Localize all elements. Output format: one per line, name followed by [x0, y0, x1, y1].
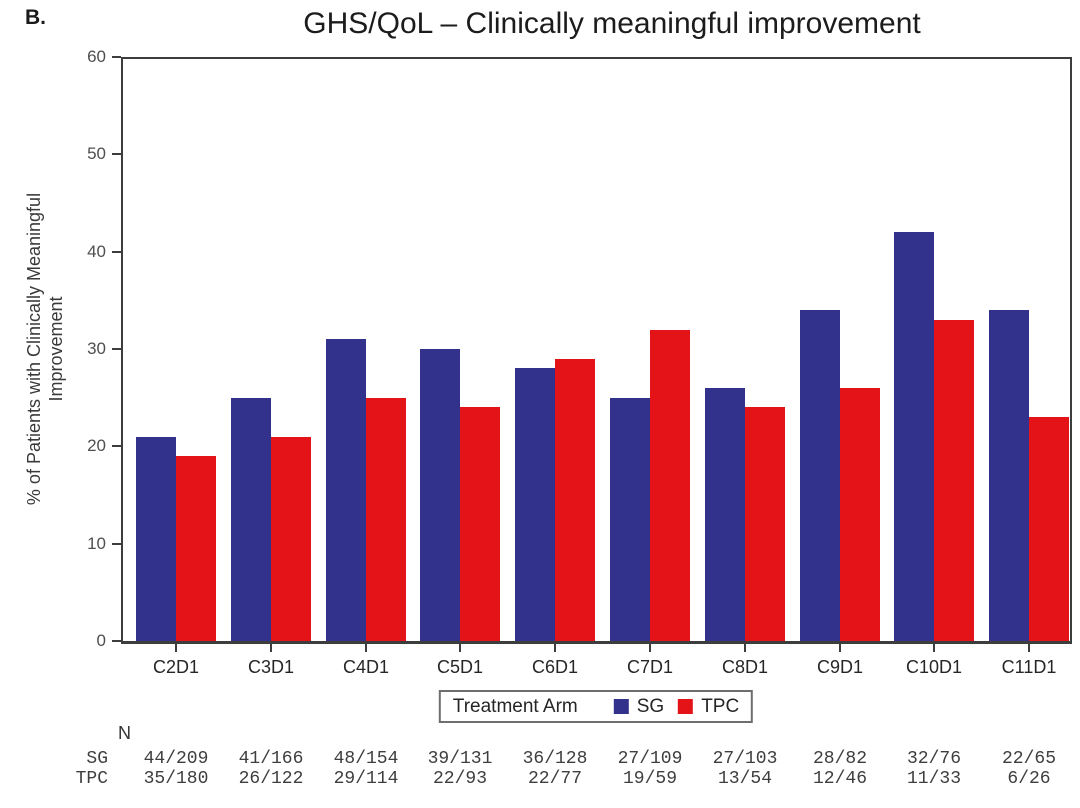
bar-sg-c2d1 [136, 437, 176, 641]
n-table-cell-sg-c6d1: 36/128 [522, 749, 588, 769]
y-axis-label-line-1: % of Patients with Clinically Meaningful [24, 192, 44, 506]
y-axis-tick-label: 0 [96, 631, 106, 650]
x-axis-tick-label: C11D1 [1001, 657, 1057, 677]
n-table-cell-tpc-c4d1: 29/114 [333, 769, 399, 789]
n-table-cell-sg-c2d1: 44/209 [143, 749, 209, 769]
n-table-cell-tpc-c11d1: 6/26 [1007, 769, 1051, 789]
n-table-cell-sg-c7d1: 27/109 [617, 749, 683, 769]
x-axis-tick [933, 644, 935, 652]
x-axis-tick [744, 644, 746, 652]
x-axis-tick-label: C2D1 [152, 657, 200, 677]
n-table-cell-tpc-c9d1: 12/46 [812, 769, 867, 789]
y-axis-tick [112, 250, 121, 253]
tpc-color-swatch-icon [678, 699, 694, 714]
n-table-cell-sg-c8d1: 27/103 [712, 749, 778, 769]
bar-sg-c3d1 [231, 398, 271, 641]
legend: Treatment Arm SG TPC [438, 690, 754, 723]
n-table-cell-sg-c10d1: 32/76 [906, 749, 961, 769]
x-axis-tick [649, 644, 651, 652]
bar-tpc-c11d1 [1029, 417, 1069, 641]
bar-sg-c7d1 [610, 398, 650, 641]
n-table-cell-tpc-c3d1: 26/122 [238, 769, 304, 789]
bar-tpc-c8d1 [745, 407, 785, 641]
n-table-cell-tpc-c2d1: 35/180 [143, 769, 209, 789]
n-table-cell-sg-c4d1: 48/154 [333, 749, 399, 769]
legend-title: Treatment Arm [452, 695, 578, 717]
bar-sg-c11d1 [989, 310, 1029, 641]
x-axis-tick [554, 644, 556, 652]
x-axis-tick-label: C5D1 [436, 657, 484, 677]
n-table-cell-tpc-c6d1: 22/77 [527, 769, 582, 789]
bar-sg-c5d1 [420, 349, 460, 641]
n-table-cell-sg-c9d1: 28/82 [812, 749, 867, 769]
x-axis-tick [1028, 644, 1030, 652]
legend-item-sg-label: SG [636, 695, 665, 717]
y-axis-tick-label: 40 [87, 241, 106, 261]
x-axis-tick-label: C3D1 [247, 657, 295, 677]
x-axis-tick [175, 644, 177, 652]
y-axis-tick-label: 50 [87, 144, 106, 164]
x-axis-tick-label: C9D1 [816, 657, 864, 677]
n-table-row-label-tpc: TPC [75, 769, 108, 789]
bar-sg-c9d1 [800, 310, 840, 641]
legend-item-sg: SG [613, 695, 665, 718]
x-axis-tick-label: C4D1 [342, 657, 390, 677]
y-axis-tick-label: 30 [87, 339, 106, 358]
bar-sg-c6d1 [515, 368, 555, 641]
n-table-cell-tpc-c10d1: 11/33 [906, 769, 961, 789]
n-table-cell-tpc-c5d1: 22/93 [432, 769, 487, 789]
bar-tpc-c10d1 [934, 320, 974, 641]
bar-tpc-c7d1 [650, 330, 690, 641]
sg-color-swatch-icon [613, 699, 629, 714]
y-axis-tick [112, 445, 121, 448]
bar-tpc-c3d1 [271, 437, 311, 641]
x-axis-tick-label: C7D1 [626, 657, 674, 677]
bar-tpc-c2d1 [176, 456, 216, 641]
x-axis-tick [270, 644, 272, 652]
bar-sg-c4d1 [326, 339, 366, 641]
legend-item-tpc-label: TPC [701, 695, 740, 717]
y-axis-tick-label: 60 [87, 47, 106, 66]
bar-sg-c10d1 [894, 232, 934, 641]
x-axis-tick-label: C10D1 [905, 657, 963, 677]
n-table-header: N [118, 723, 131, 743]
n-table-cell-sg-c11d1: 22/65 [1001, 749, 1056, 769]
x-axis-tick-label: C6D1 [531, 657, 579, 677]
x-axis-tick [459, 644, 461, 652]
x-axis-tick [365, 644, 367, 652]
y-axis-tick-label: 10 [87, 533, 106, 553]
x-axis-tick [839, 644, 841, 652]
chart-title: GHS/QoL – Clinically meaningful improvem… [303, 7, 921, 40]
panel-label: B. [25, 6, 46, 29]
y-axis-tick [112, 153, 121, 156]
x-axis-tick-label: C8D1 [721, 657, 769, 677]
n-table-row-label-sg: SG [86, 749, 108, 769]
y-axis-tick-label: 20 [87, 436, 106, 456]
y-axis-tick [112, 640, 121, 642]
n-table-cell-tpc-c8d1: 13/54 [717, 769, 772, 789]
y-axis-tick [112, 542, 121, 545]
bar-tpc-c4d1 [366, 398, 406, 641]
bar-tpc-c5d1 [460, 407, 500, 641]
legend-item-tpc: TPC [678, 696, 739, 718]
bar-tpc-c9d1 [840, 388, 880, 641]
y-axis-tick [112, 56, 121, 58]
y-axis-tick [112, 348, 121, 350]
n-table-cell-sg-c5d1: 39/131 [427, 749, 493, 769]
n-table-cell-sg-c3d1: 41/166 [238, 749, 304, 769]
bar-tpc-c6d1 [555, 359, 595, 641]
bar-sg-c8d1 [705, 388, 745, 641]
n-table-cell-tpc-c7d1: 19/59 [622, 769, 677, 789]
